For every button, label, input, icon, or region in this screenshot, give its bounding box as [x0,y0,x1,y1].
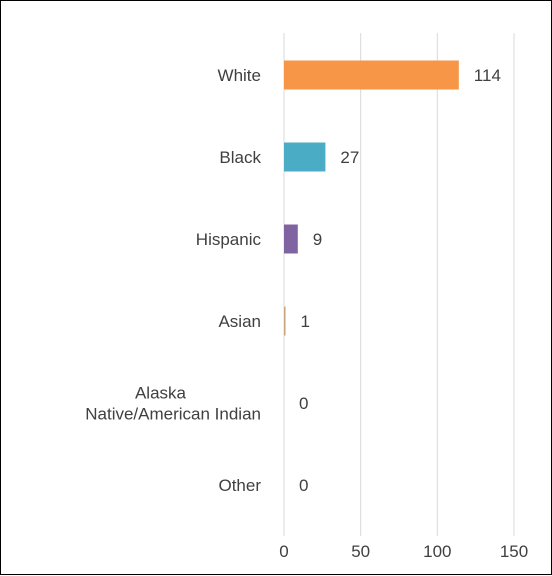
data-label: 0 [299,476,308,495]
category-label: White [218,66,261,85]
data-label: 9 [313,230,322,249]
category-label: Alaska Native/American Indian [85,384,261,424]
bar-hispanic [284,224,298,254]
bar-asian [284,306,286,336]
x-tick-label: 100 [423,542,451,561]
category-label: Hispanic [196,230,262,249]
x-tick-label: 150 [500,542,528,561]
category-label: Other [218,476,261,495]
bar-white [284,60,459,90]
bar-black [284,142,326,172]
category-label: Asian [218,312,261,331]
data-label: 114 [474,66,501,85]
data-label: 1 [301,312,310,331]
data-label: 0 [299,394,308,413]
x-tick-label: 50 [351,542,370,561]
category-label: Black [219,148,261,167]
x-tick-label: 0 [279,542,288,561]
data-label: 27 [340,148,359,167]
